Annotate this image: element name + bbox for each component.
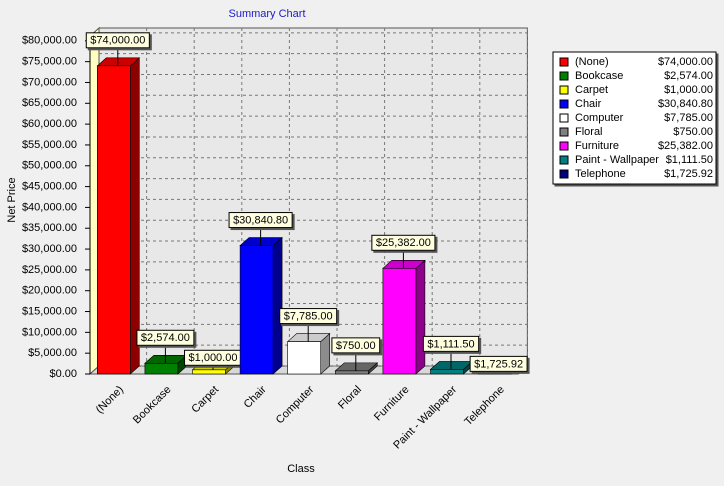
- value-label-text: $25,382.00: [376, 237, 431, 249]
- value-label: $1,000.00: [184, 349, 242, 366]
- value-label-box: [85, 32, 150, 49]
- legend-swatch: [559, 71, 569, 81]
- legend-value: $1,725.92: [664, 168, 713, 180]
- legend-value: $1,111.50: [666, 154, 713, 166]
- legend-label: Carpet: [575, 84, 608, 96]
- value-label-box: [469, 355, 528, 372]
- x-tick-label: Chair: [242, 383, 269, 410]
- y-tick-label: $60,000.00: [22, 118, 77, 130]
- y-tick-label: $10,000.00: [22, 326, 77, 338]
- legend-swatch: [559, 141, 569, 151]
- bar: [192, 369, 226, 375]
- value-label: $7,785.00: [279, 308, 338, 325]
- bar: [97, 65, 131, 375]
- legend-value: $750.00: [673, 126, 713, 138]
- legend-value: $7,785.00: [664, 112, 713, 124]
- bar-side: [415, 259, 426, 375]
- legend-box: [552, 51, 717, 185]
- value-label-text: $7,785.00: [284, 310, 333, 322]
- value-label: $74,000.00: [85, 32, 150, 49]
- y-tick-label: $45,000.00: [22, 180, 77, 192]
- x-tick-label: Bookcase: [131, 384, 174, 427]
- legend-swatch: [559, 127, 569, 137]
- value-label: $1,111.50: [422, 335, 480, 352]
- value-label-box: [279, 308, 338, 325]
- bar: [430, 369, 464, 375]
- value-label-text: $2,574.00: [141, 332, 190, 344]
- y-tick-label: $75,000.00: [22, 56, 77, 68]
- value-label: $2,574.00: [136, 329, 195, 346]
- bar-side: [130, 57, 140, 375]
- y-axis-title: Net Price: [6, 177, 18, 222]
- value-label-text: $1,725.92: [474, 358, 523, 370]
- value-label-box: [422, 335, 480, 352]
- chart-title: Summary Chart: [228, 8, 305, 20]
- legend-swatch: [559, 99, 569, 109]
- legend-value: $2,574.00: [664, 70, 713, 82]
- bar: [287, 341, 322, 375]
- y-tick-label: $5,000.00: [28, 347, 77, 359]
- x-tick-label: Carpet: [189, 384, 221, 416]
- legend-label: Computer: [575, 112, 624, 124]
- legend-swatch: [559, 169, 569, 179]
- y-tick-label: $65,000.00: [22, 97, 77, 109]
- y-tick-label: $55,000.00: [22, 139, 77, 151]
- legend-value: $30,840.80: [658, 98, 713, 110]
- bar: [144, 362, 179, 375]
- value-label-text: $74,000.00: [90, 35, 145, 47]
- value-label-text: $750.00: [336, 340, 376, 352]
- y-tick-label: $80,000.00: [22, 35, 77, 47]
- legend-value: $25,382.00: [658, 140, 713, 152]
- legend-label: Bookcase: [575, 70, 623, 82]
- value-label-box: [228, 212, 293, 229]
- legend-label: Furniture: [575, 140, 619, 152]
- legend-label: Chair: [575, 98, 602, 110]
- value-label-box: [136, 329, 195, 346]
- x-axis-title: Class: [287, 463, 315, 475]
- value-label: $25,382.00: [371, 234, 436, 251]
- y-tick-label: $30,000.00: [22, 243, 77, 255]
- bar-side: [272, 236, 283, 375]
- legend-label: Floral: [575, 126, 603, 138]
- value-label: $750.00: [331, 337, 381, 354]
- y-tick-label: $50,000.00: [22, 160, 77, 172]
- legend-swatch: [559, 113, 569, 123]
- value-label: $1,725.92: [469, 355, 528, 372]
- x-tick-label: Computer: [274, 383, 317, 426]
- value-label-text: $1,111.50: [427, 338, 474, 350]
- x-tick-label: Floral: [336, 384, 364, 412]
- bar: [334, 370, 369, 375]
- x-tick-label: (None): [94, 384, 126, 416]
- value-label-text: $1,000.00: [189, 352, 238, 364]
- legend-label: (None): [575, 56, 609, 68]
- legend: (None) $74,000.00 Bookcase $2,574.00 Carpet $…: [552, 51, 717, 185]
- value-label: $30,840.80: [228, 212, 293, 229]
- y-tick-label: $70,000.00: [22, 76, 77, 88]
- value-label-text: $30,840.80: [233, 214, 288, 226]
- y-tick-label: $15,000.00: [22, 305, 77, 317]
- legend-swatch: [559, 85, 569, 95]
- legend-swatch: [559, 57, 569, 67]
- y-tick-label: $40,000.00: [22, 201, 77, 213]
- legend-label: Telephone: [575, 168, 626, 180]
- x-tick-label: Telephone: [462, 384, 506, 428]
- legend-value: $74,000.00: [658, 56, 713, 68]
- x-tick-label: Furniture: [372, 384, 412, 424]
- value-label-box: [371, 234, 436, 251]
- y-tick-label: $25,000.00: [22, 264, 77, 276]
- y-tick-label: $20,000.00: [22, 285, 77, 297]
- y-tick-label: $0.00: [49, 368, 77, 380]
- legend-value: $1,000.00: [664, 84, 713, 96]
- y-tick-label: $35,000.00: [22, 222, 77, 234]
- bar: [382, 267, 417, 375]
- bar: [239, 245, 274, 375]
- legend-swatch: [559, 155, 569, 165]
- legend-label: Paint - Wallpaper: [575, 154, 659, 166]
- value-label-box: [331, 337, 381, 354]
